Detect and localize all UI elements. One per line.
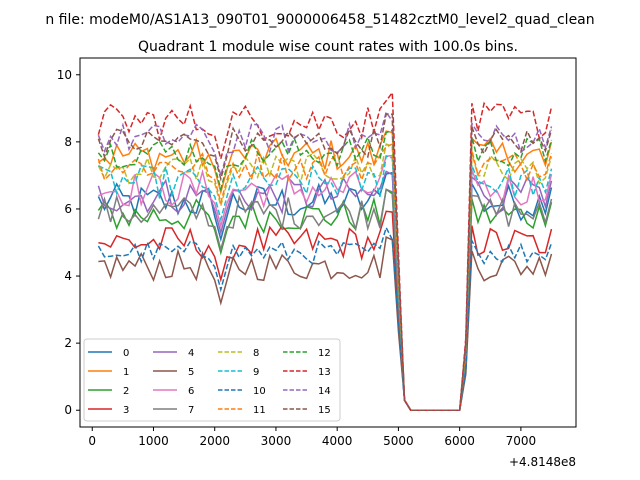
x-tick-label: 3000 [261,434,292,448]
legend-label-10: 10 [253,386,266,397]
legend-label-15: 15 [318,405,331,416]
x-offset-label: +4.8148e8 [509,455,576,469]
legend-label-0: 0 [123,348,129,359]
legend-label-8: 8 [253,348,259,359]
y-tick-label: 4 [64,269,72,283]
legend-label-7: 7 [188,405,194,416]
legend-label-2: 2 [123,386,129,397]
y-tick-label: 2 [64,336,72,350]
legend-label-3: 3 [123,405,129,416]
x-tick-label: 4000 [322,434,353,448]
legend-label-5: 5 [188,367,194,378]
y-tick-label: 10 [57,68,72,82]
series-line-6 [98,154,553,411]
series-line-14 [97,110,553,411]
series-line-3 [98,210,553,411]
legend-label-14: 14 [318,386,331,397]
legend-label-1: 1 [123,367,129,378]
x-tick-label: 1000 [138,434,169,448]
series-line-15 [97,113,553,411]
x-tick-label: 5000 [383,434,414,448]
y-tick-label: 8 [64,135,72,149]
series-line-1 [97,130,553,411]
plot-area [79,57,577,428]
series-line-11 [97,142,553,411]
series-line-2 [97,188,553,411]
x-axis: 0 1000 2000 3000 4000 5000 6000 7000 [88,427,536,448]
y-axis: 0 2 4 6 8 10 [57,68,80,417]
legend-label-11: 11 [253,405,266,416]
chart-title: Quadrant 1 module wise count rates with … [138,39,518,55]
legend-label-6: 6 [188,386,194,397]
x-tick-label: 6000 [444,434,475,448]
legend-box [83,338,341,422]
legend-label-12: 12 [318,348,331,359]
x-tick-label: 7000 [506,434,537,448]
series-line-9 [98,154,553,411]
series-line-5 [98,236,553,411]
legend-label-9: 9 [253,367,259,378]
y-tick-label: 0 [64,403,72,417]
series-group [97,90,553,411]
series-line-7 [97,188,553,411]
x-tick-label: 2000 [199,434,230,448]
series-line-0 [97,171,553,411]
y-tick-label: 6 [64,202,72,216]
series-line-12 [97,129,553,411]
figure-suptitle: n file: modeM0/AS1A13_090T01_9000006458_… [45,12,594,28]
x-tick-label: 0 [88,434,96,448]
legend-label-4: 4 [188,348,194,359]
legend-label-13: 13 [318,367,331,378]
series-line-10 [97,225,553,411]
axes-frame [79,57,577,428]
